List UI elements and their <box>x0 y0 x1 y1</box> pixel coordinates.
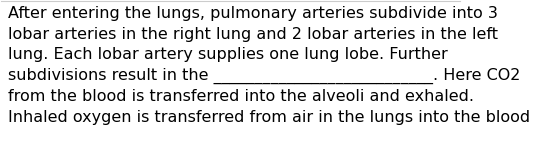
Text: After entering the lungs, pulmonary arteries subdivide into 3
lobar arteries in : After entering the lungs, pulmonary arte… <box>8 6 531 125</box>
